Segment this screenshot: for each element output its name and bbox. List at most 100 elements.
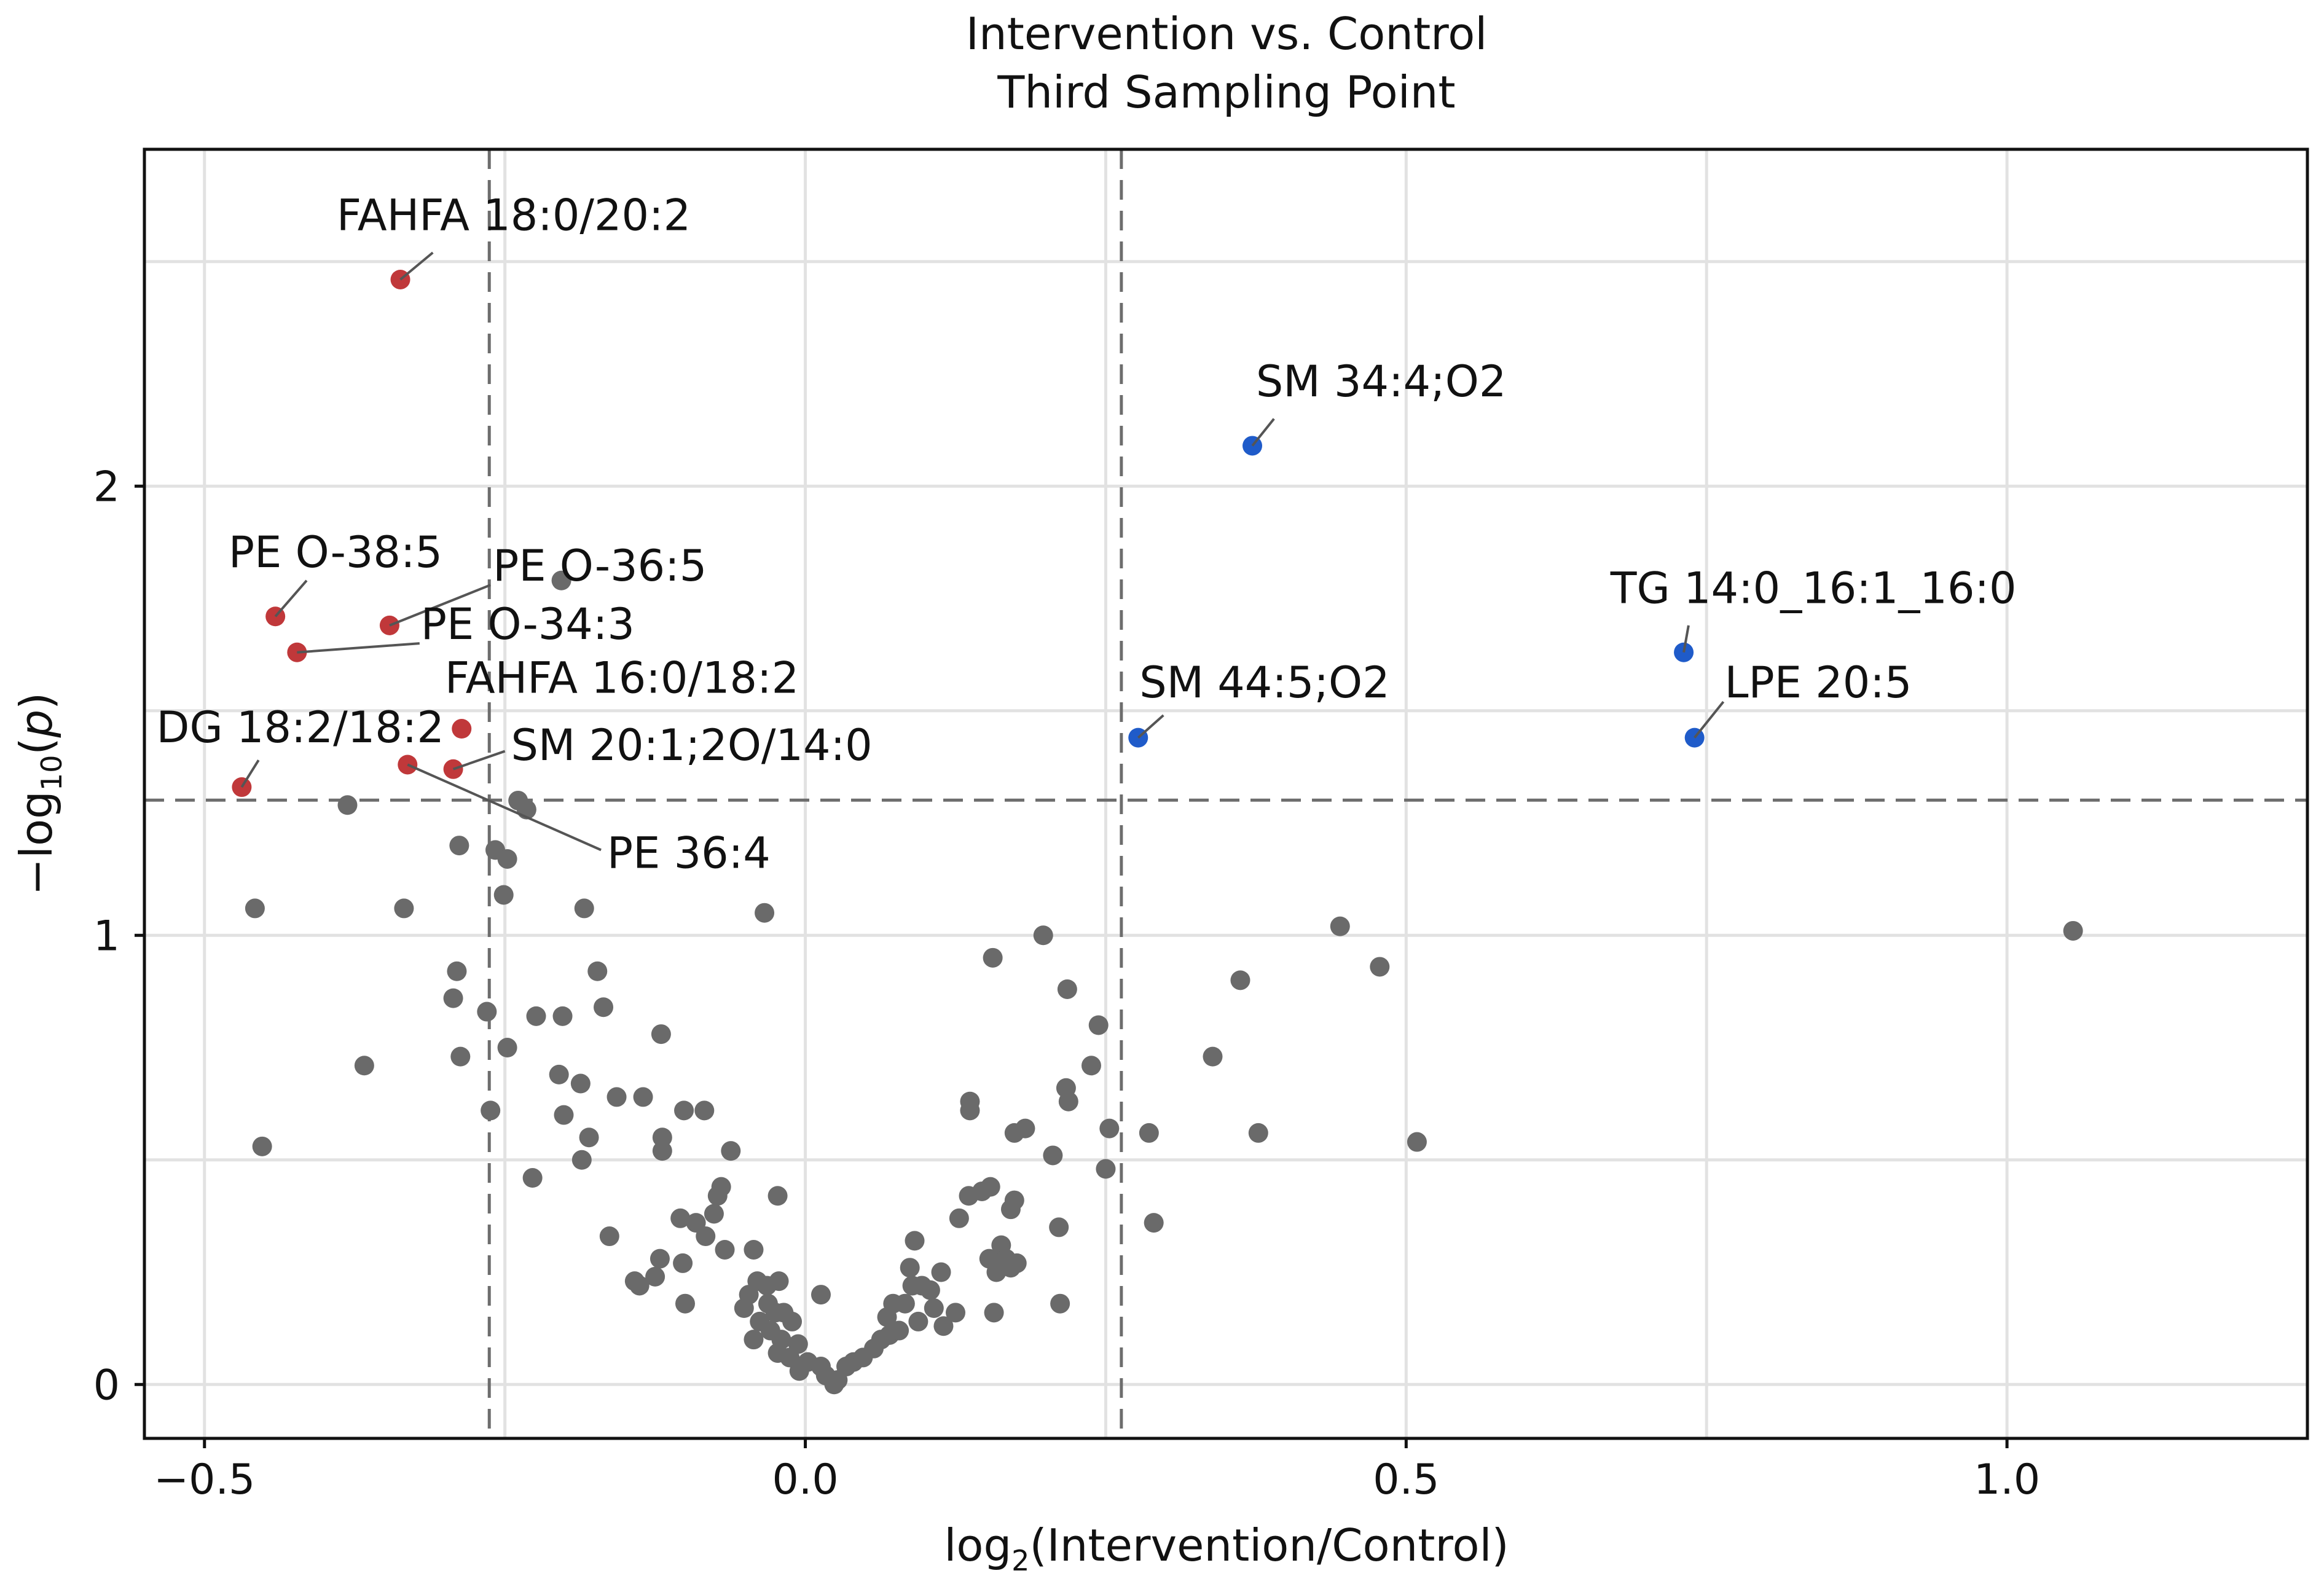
data-point-nonsignificant: [651, 1024, 671, 1045]
x-axis-label-post: (Intervention/Control): [1029, 1519, 1509, 1571]
data-point-nonsignificant: [1007, 1253, 1027, 1273]
data-point-nonsignificant: [889, 1320, 909, 1341]
data-point-nonsignificant: [522, 1168, 543, 1188]
data-point-nonsignificant: [931, 1262, 951, 1282]
data-point-nonsignificant: [1015, 1118, 1035, 1139]
data-point-nonsignificant: [629, 1276, 650, 1296]
data-point-nonsignificant: [694, 1100, 715, 1121]
chart-title-line-2: Third Sampling Point: [997, 66, 1455, 118]
data-point-nonsignificant: [1043, 1145, 1063, 1166]
data-point-nonsignificant: [1203, 1046, 1223, 1067]
label-leader-line: [1694, 700, 1725, 739]
point-label: DG 18:2/18:2: [157, 702, 444, 753]
data-point-nonsignificant: [905, 1231, 925, 1251]
data-point-nonsignificant: [983, 947, 1003, 968]
label-leader-line: [399, 251, 434, 281]
data-point-nonsignificant: [895, 1293, 915, 1314]
data-point-nonsignificant: [933, 1316, 954, 1336]
data-point-nonsignificant: [1081, 1056, 1101, 1076]
data-point-nonsignificant: [450, 1046, 471, 1067]
data-point-nonsignificant: [526, 1006, 546, 1026]
point-label: SM 20:1;2O/14:0: [511, 720, 872, 770]
grid-lines: [144, 149, 2307, 1438]
data-point-nonsignificant: [811, 1285, 831, 1305]
data-point-nonsignificant: [245, 898, 265, 919]
data-point-nonsignificant: [394, 898, 414, 919]
y-axis-label-pre: −log: [10, 791, 62, 895]
data-point-nonsignificant: [755, 903, 775, 923]
data-point-nonsignificant: [1330, 916, 1350, 936]
label-leader-line: [407, 763, 602, 852]
data-point-nonsignificant: [645, 1266, 665, 1287]
data-point-nonsignificant: [902, 1276, 922, 1296]
data-point-nonsignificant: [769, 1271, 789, 1292]
data-point-nonsignificant: [477, 1002, 497, 1022]
data-point-nonsignificant: [570, 1073, 591, 1094]
x-tick-label: −0.5: [154, 1456, 255, 1504]
data-point-nonsignificant: [924, 1298, 944, 1319]
data-point-nonsignificant: [1058, 1091, 1078, 1112]
point-label: PE 36:4: [607, 828, 771, 879]
y-axis-label-mid: (: [10, 738, 62, 755]
data-point-nonsignificant: [551, 570, 571, 590]
y-axis-label-sub: 10: [35, 755, 68, 791]
data-point-nonsignificant: [1057, 979, 1077, 999]
data-point-nonsignificant: [900, 1258, 920, 1278]
data-point-nonsignificant: [734, 1298, 754, 1319]
point-label: LPE 20:5: [1725, 657, 1912, 708]
data-point-nonsignificant: [1230, 970, 1250, 990]
label-leader-line: [274, 579, 308, 618]
data-point-nonsignificant: [594, 997, 614, 1017]
data-point-nonsignificant: [354, 1056, 374, 1076]
point-label: PE O-38:5: [229, 527, 442, 578]
point-label: PE O-36:5: [493, 541, 707, 591]
y-tick-label: 2: [93, 463, 120, 511]
x-axis-label-sub: 2: [1011, 1544, 1029, 1577]
data-point-nonsignificant: [946, 1303, 965, 1323]
label-leader-line: [240, 759, 260, 788]
data-point-downregulated: [452, 719, 472, 739]
data-point-nonsignificant: [652, 1127, 672, 1148]
point-label: PE O-34:3: [421, 599, 635, 649]
x-tick-label: 0.5: [1373, 1456, 1439, 1504]
y-axis-label: −log10(p): [10, 692, 68, 896]
data-point-nonsignificant: [1088, 1015, 1109, 1035]
label-leader-line: [1137, 714, 1164, 739]
point-label: FAHFA 16:0/18:2: [445, 653, 799, 704]
y-tick-label: 1: [93, 912, 120, 960]
label-leader-line: [452, 750, 506, 770]
data-point-nonsignificant: [949, 1208, 969, 1228]
data-point-nonsignificant: [652, 1141, 672, 1161]
data-point-nonsignificant: [704, 1204, 724, 1224]
data-point-nonsignificant: [1248, 1123, 1268, 1143]
significance-thresholds: [144, 149, 2307, 1438]
data-point-nonsignificant: [984, 1303, 1004, 1323]
y-tick-label: 0: [93, 1361, 120, 1410]
y-axis-label-post: ): [10, 692, 62, 710]
x-axis-label-pre: log: [944, 1519, 1011, 1571]
chart-title-line-1: Intervention vs. Control: [966, 8, 1488, 60]
data-points: [232, 269, 2083, 1395]
data-point-nonsignificant: [599, 1226, 619, 1247]
data-point-nonsignificant: [447, 961, 467, 981]
data-point-nonsignificant: [497, 1038, 517, 1058]
data-point-nonsignificant: [633, 1087, 653, 1107]
data-point-nonsignificant: [574, 898, 594, 919]
data-point-nonsignificant: [674, 1100, 694, 1121]
data-point-nonsignificant: [449, 836, 469, 856]
axis-ticks: −0.5 0.0 0.5 1.0 0 1 2: [93, 463, 2040, 1504]
data-point-nonsignificant: [715, 1239, 735, 1260]
data-point-nonsignificant: [252, 1136, 272, 1156]
label-leader-line: [1251, 418, 1275, 447]
data-point-nonsignificant: [767, 1186, 788, 1206]
data-point-nonsignificant: [908, 1311, 928, 1331]
data-point-nonsignificant: [920, 1280, 940, 1300]
point-labels: FAHFA 18:0/20:2 PE O-38:5 PE O-36:5 PE O-34…: [157, 190, 2017, 879]
data-point-nonsignificant: [960, 1091, 980, 1112]
label-leader-line: [389, 584, 491, 627]
x-tick-label: 1.0: [1974, 1456, 2040, 1504]
data-point-nonsignificant: [571, 1150, 592, 1170]
data-point-nonsignificant: [607, 1087, 627, 1107]
data-point-nonsignificant: [1099, 1118, 1120, 1139]
data-point-nonsignificant: [1407, 1132, 1427, 1152]
